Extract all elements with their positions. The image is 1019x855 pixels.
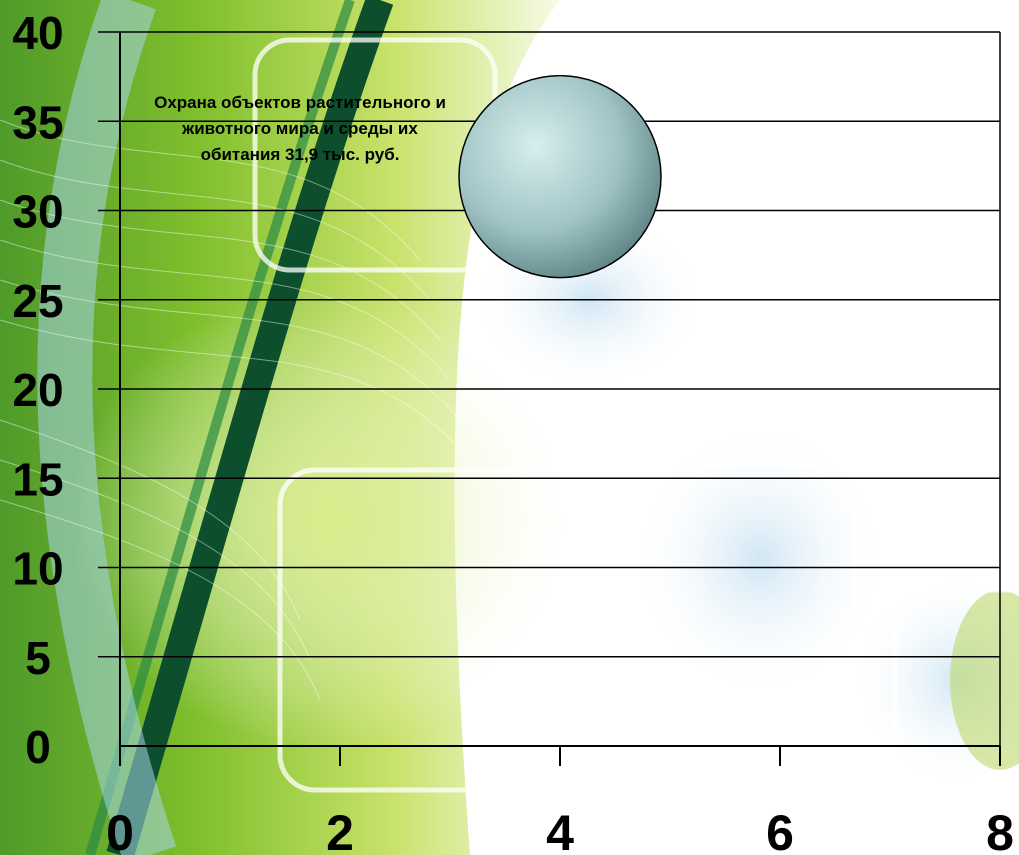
y-tick-label-40: 40: [12, 7, 63, 59]
bubble-0-0: [458, 74, 662, 279]
y-tick-label-35: 35: [12, 96, 63, 148]
x-axis-tick-labels: 0 2 4 6 8: [106, 805, 1014, 855]
x-tick-label-8: 8: [986, 805, 1014, 855]
y-tick-label-20: 20: [12, 364, 63, 416]
bubbles: [458, 74, 662, 279]
x-tick-label-0: 0: [106, 805, 134, 855]
x-tick-label-6: 6: [766, 805, 794, 855]
y-tick-label-5: 5: [25, 632, 51, 684]
y-tick-label-25: 25: [12, 275, 63, 327]
y-axis-tick-labels: 0 5 10 15 20 25 30 35 40: [12, 7, 63, 773]
axes: [119, 32, 1001, 766]
y-tick-label-30: 30: [12, 186, 63, 238]
x-tick-label-2: 2: [326, 805, 354, 855]
x-tick-label-4: 4: [546, 805, 574, 855]
bubble-data-label: Охрана объектов растительного и животног…: [154, 93, 446, 164]
y-tick-label-0: 0: [25, 721, 51, 773]
y-tick-label-15: 15: [12, 453, 63, 505]
y-tick-label-10: 10: [12, 543, 63, 595]
